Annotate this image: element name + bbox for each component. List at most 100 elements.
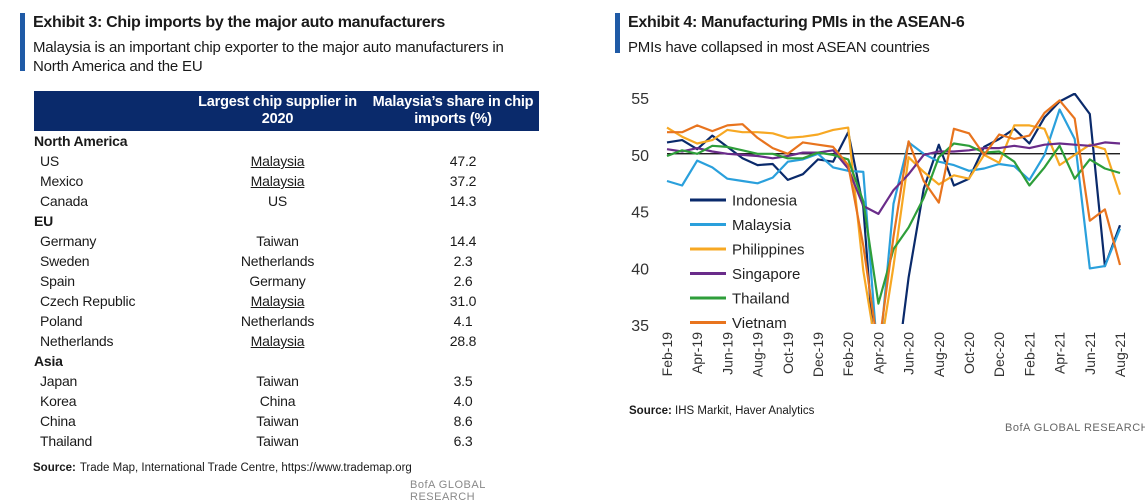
supplier-cell: US (188, 191, 367, 211)
series-line-indonesia (666, 93, 1122, 324)
table-row: Mexico Malaysia 37.2 (34, 171, 539, 191)
y-tick-label: 55 (631, 91, 649, 108)
share-cell: 8.6 (453, 413, 473, 429)
supplier-text: China (259, 393, 296, 409)
exhibit-4-panel: Exhibit 4: Manufacturing PMIs in the ASE… (615, 10, 1145, 485)
chip-imports-table: Largest chip supplier in 2020 Malaysia’s… (34, 91, 539, 451)
exhibit-3-title: Exhibit 3: Chip imports by the major aut… (33, 14, 446, 31)
table-body: North America US Malaysia 47.2 Mexico Malaysi… (34, 131, 539, 451)
x-tick-label: Aug-20 (931, 332, 947, 377)
share-cell: 14.3 (449, 193, 477, 209)
share-cell: 4.0 (453, 393, 473, 409)
exhibit-4-title: Exhibit 4: Manufacturing PMIs in the ASE… (628, 14, 965, 31)
legend-label: Indonesia (732, 193, 798, 210)
table-row: Canada US 14.3 (34, 191, 539, 211)
supplier-cell: Malaysia (188, 151, 367, 171)
supplier-text: Taiwan (256, 413, 299, 429)
country-cell: Canada (40, 193, 88, 209)
country-cell: Thailand (40, 433, 93, 449)
header-supplier: Largest chip supplier in 2020 (188, 91, 367, 131)
supplier-text: Malaysia (250, 333, 305, 349)
share-cell: 28.8 (449, 333, 477, 349)
supplier-text: Malaysia (250, 173, 305, 189)
x-tick-label: Jun-21 (1082, 332, 1098, 375)
country-cell: Netherlands (40, 333, 114, 349)
x-tick-label: Jun-20 (901, 332, 917, 375)
supplier-text: Malaysia (250, 293, 305, 309)
supplier-text: Taiwan (256, 233, 299, 249)
series-line-thailand (666, 142, 1121, 305)
country-cell: Czech Republic (40, 293, 136, 309)
x-tick-label: Dec-20 (991, 332, 1007, 377)
source-label: Source: (33, 462, 76, 474)
supplier-text: Taiwan (256, 373, 299, 389)
supplier-cell: Netherlands (188, 311, 367, 331)
share-cell: 2.3 (453, 253, 473, 269)
country-cell: Poland (40, 313, 83, 329)
x-tick-label: Aug-21 (1112, 332, 1128, 377)
table-row: US Malaysia 47.2 (34, 151, 539, 171)
exhibit-4-subtitle: PMIs have collapsed in most ASEAN countr… (628, 39, 930, 56)
legend-label: Malaysia (732, 217, 792, 234)
exhibit-3-panel: Exhibit 3: Chip imports by the major aut… (20, 10, 545, 503)
exhibit-4-source: Source: IHS Markit, Haver Analytics (629, 405, 814, 417)
supplier-text: Netherlands (240, 313, 315, 329)
legend-label: Thailand (732, 291, 790, 308)
share-cell: 31.0 (449, 293, 477, 309)
series-line-philippines (666, 124, 1122, 324)
table-row: Japan Taiwan 3.5 (34, 371, 539, 391)
supplier-cell: Germany (188, 271, 367, 291)
supplier-text: US (267, 193, 288, 209)
table-row: Netherlands Malaysia 28.8 (34, 331, 539, 351)
supplier-cell: Taiwan (188, 431, 367, 451)
country-cell: Sweden (40, 253, 90, 269)
supplier-text: Germany (249, 273, 306, 289)
supplier-text: Netherlands (240, 253, 315, 269)
country-cell: Japan (40, 373, 78, 389)
group-label: Asia (34, 353, 63, 369)
share-cell: 4.1 (453, 313, 473, 329)
supplier-text: Taiwan (256, 433, 299, 449)
exhibit-3-footer: BofA GLOBAL RESEARCH (410, 479, 486, 503)
title-accent-bar (615, 13, 620, 53)
share-cell: 2.6 (453, 273, 473, 289)
legend-label: Philippines (732, 242, 805, 259)
series-line-singapore (666, 141, 1121, 215)
x-tick-label: Apr-19 (689, 332, 705, 374)
country-cell: Spain (40, 273, 75, 289)
table-row: China Taiwan 8.6 (34, 411, 539, 431)
y-tick-label: 45 (631, 205, 649, 222)
table-row: Czech Republic Malaysia 31.0 (34, 291, 539, 311)
header-country (34, 91, 188, 131)
supplier-cell: Taiwan (188, 371, 367, 391)
source-text: Trade Map, International Trade Centre, h… (79, 462, 412, 474)
exhibit-4-footer: BofA GLOBAL RESEARCH (1005, 422, 1145, 434)
share-cell: 3.5 (453, 373, 473, 389)
series-line-vietnam (667, 99, 1122, 324)
x-tick-label: Oct-19 (780, 332, 796, 374)
series-line-malaysia (666, 108, 1122, 324)
country-cell: US (40, 153, 60, 169)
table-row: Poland Netherlands 4.1 (34, 311, 539, 331)
share-cell: 6.3 (453, 433, 473, 449)
country-cell: Germany (40, 233, 97, 249)
x-tick-label: Apr-21 (1052, 332, 1068, 374)
supplier-cell: Netherlands (188, 251, 367, 271)
country-cell: China (40, 413, 76, 429)
table-row: Sweden Netherlands 2.3 (34, 251, 539, 271)
table-header-row: Largest chip supplier in 2020 Malaysia’s… (34, 91, 539, 131)
source-text: IHS Markit, Haver Analytics (675, 405, 815, 417)
group-row: Asia (34, 351, 539, 371)
x-tick-label: Apr-20 (870, 332, 886, 374)
group-label: North America (34, 133, 128, 149)
group-label: EU (34, 213, 54, 229)
x-tick-label: Aug-19 (750, 332, 766, 377)
y-tick-label: 40 (631, 261, 649, 278)
supplier-cell: Malaysia (188, 171, 367, 191)
x-tick-label: Feb-20 (840, 332, 856, 377)
share-cell: 37.2 (449, 173, 477, 189)
supplier-text: Malaysia (250, 153, 305, 169)
table-row: Germany Taiwan 14.4 (34, 231, 539, 251)
group-row: EU (34, 211, 539, 231)
x-tick-label: Jun-19 (719, 332, 735, 375)
